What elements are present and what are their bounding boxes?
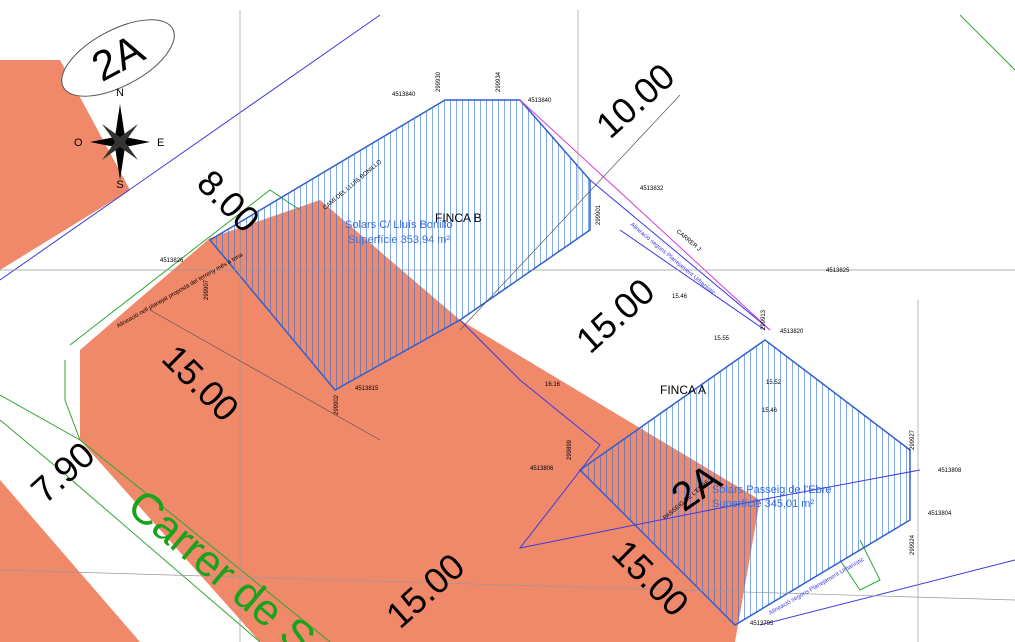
building-block-central: [80, 200, 760, 642]
alignment-line-1: [0, 14, 381, 281]
compass-rose: N S E O: [74, 87, 164, 191]
finca-a-parcel: [578, 339, 911, 626]
v-coord-label: 299934: [496, 71, 502, 92]
construction-line: [149, 309, 381, 441]
compass-south: S: [116, 179, 123, 191]
elevation-4: 15.52: [766, 380, 782, 386]
finca-b-solar: Solars C/ Lluís Bonillo: [345, 219, 453, 231]
building-block-left: [0, 60, 130, 270]
v-coord-label: 299899: [567, 439, 573, 460]
curb-line-5: [959, 14, 1015, 71]
building-block-bottom-left: [0, 480, 140, 642]
dimension-10: 10.00: [588, 55, 682, 146]
dimension-15-top: 15.00: [568, 270, 662, 361]
carrer-j-label: CARRER J: [675, 229, 702, 253]
v-coord-label: 299927: [910, 429, 916, 450]
v-coord-label: 299902: [334, 394, 340, 415]
curb-line-4: [64, 360, 81, 441]
coord-label: 4513808: [938, 468, 962, 474]
coord-label: 4513806: [530, 466, 554, 472]
coord-label: 4513840: [528, 98, 552, 104]
coord-label: 4513820: [780, 329, 804, 335]
v-coord-label: 299930: [436, 71, 442, 92]
finca-b-parcel: [208, 99, 591, 391]
coord-label: 4513804: [928, 511, 952, 517]
elevation-1: 15.46: [672, 294, 688, 300]
coord-label: 4513840: [392, 92, 416, 98]
alignment-line-3: [589, 179, 771, 331]
finca-b-surface: Superfície 353,94 m²: [348, 234, 450, 246]
v-coord-label: 299924: [910, 534, 916, 555]
finca-b-title: FINCA B: [435, 211, 482, 225]
compass-west: O: [74, 137, 83, 149]
construction-line: [459, 94, 681, 331]
v-coord-label: 299913: [761, 309, 767, 330]
coord-label: 4513832: [640, 186, 664, 192]
magenta-line: [519, 99, 771, 331]
compass-north: N: [116, 87, 124, 99]
coord-label: 4513825: [826, 268, 850, 274]
construction-line: [0, 569, 1015, 601]
curb-line-2: [0, 419, 261, 642]
finca-a-title: FINCA A: [660, 383, 706, 397]
alignment-line-2: [459, 319, 921, 549]
elevation-5: 15.46: [762, 408, 778, 414]
finca-a-solar: Solars Passeig de l'Ebre: [712, 484, 832, 496]
alignment-line-4: [619, 229, 766, 331]
coord-label: 4513795: [750, 621, 774, 627]
coord-label: 4513815: [355, 386, 379, 392]
compass-east: E: [157, 137, 164, 149]
v-coord-label: 299901: [596, 204, 602, 225]
elevation-3: 16.16: [545, 382, 561, 388]
v-coord-label: 299907: [204, 279, 210, 300]
elevation-2: 15.55: [714, 336, 730, 342]
alignment-line-5: [759, 559, 1015, 626]
coord-label: 4513826: [160, 258, 184, 264]
finca-a-surface: Superfície 345,01 m²: [712, 498, 814, 510]
zone-oval: [61, 19, 175, 97]
curb-line-6: [839, 539, 881, 591]
